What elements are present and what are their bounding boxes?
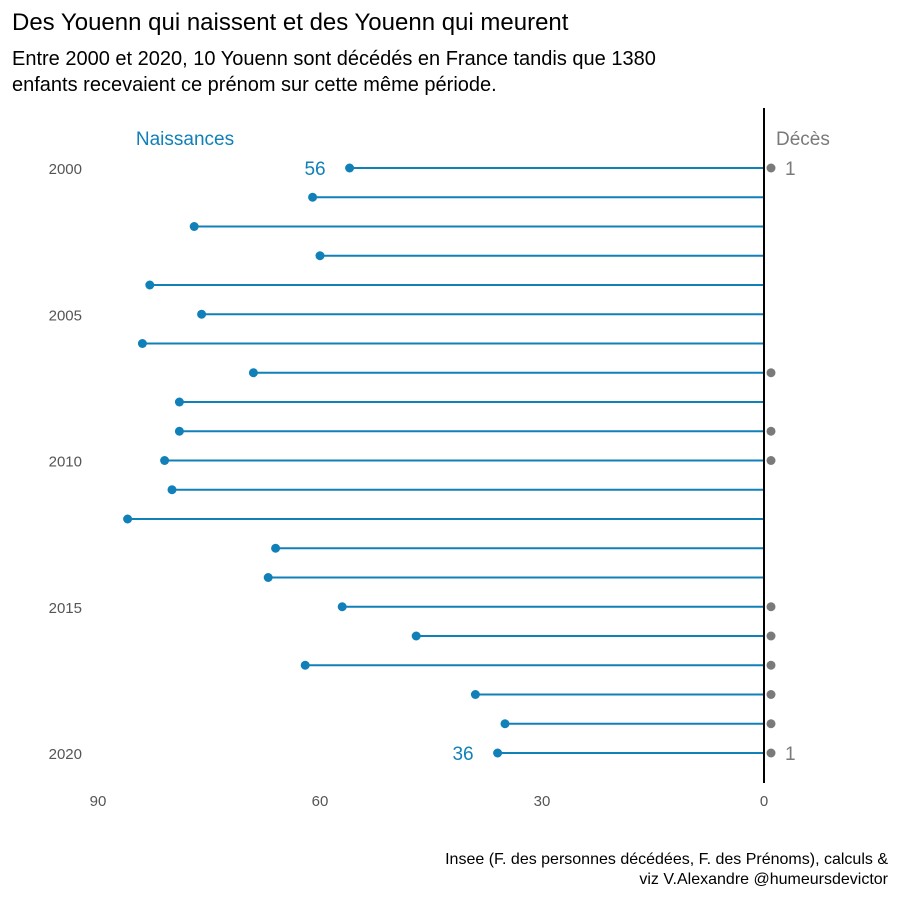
births-point-2013 bbox=[271, 543, 281, 553]
births-point-2004 bbox=[145, 280, 155, 290]
series-label-births: Naissances bbox=[136, 129, 234, 150]
births-point-2017 bbox=[300, 660, 310, 670]
births-point-2019 bbox=[500, 719, 510, 729]
x-tick-label-30: 30 bbox=[534, 793, 551, 810]
y-tick-label-2000: 2000 bbox=[49, 161, 82, 178]
births-point-2014 bbox=[263, 573, 273, 582]
births-point-2018 bbox=[470, 690, 480, 699]
births-point-2007 bbox=[248, 368, 258, 378]
chart-subtitle-line-1: Entre 2000 et 2020, 10 Youenn sont décéd… bbox=[12, 48, 656, 70]
deaths-point-2018 bbox=[766, 690, 776, 699]
deaths-point-2016 bbox=[766, 631, 776, 641]
y-tick-label-2020: 2020 bbox=[49, 746, 82, 763]
caption-line-1: Insee (F. des personnes décédées, F. des… bbox=[445, 851, 888, 868]
births-point-2005 bbox=[197, 309, 207, 319]
data-label-deaths-last: 1 bbox=[785, 744, 796, 765]
y-tick-label-2005: 2005 bbox=[49, 307, 82, 324]
data-label-deaths-first: 1 bbox=[785, 159, 796, 180]
births-point-2010 bbox=[160, 456, 170, 465]
x-tick-label-90: 90 bbox=[90, 793, 107, 810]
chart-subtitle-line-2: enfants recevaient ce prénom sur cette m… bbox=[12, 74, 497, 96]
deaths-point-2015 bbox=[766, 602, 776, 612]
caption-line-2: viz V.Alexandre @humeursdevictor bbox=[639, 871, 888, 888]
births-point-2008 bbox=[174, 397, 184, 407]
births-point-2002 bbox=[189, 222, 199, 231]
deaths-point-2017 bbox=[766, 660, 776, 670]
births-point-2009 bbox=[174, 426, 184, 436]
deaths-point-2000 bbox=[766, 163, 776, 173]
births-point-2015 bbox=[337, 602, 347, 612]
series-label-deaths: Décès bbox=[776, 129, 830, 150]
births-point-2012 bbox=[123, 514, 133, 524]
data-label-births-last: 36 bbox=[452, 744, 473, 765]
chart-title: Des Youenn qui naissent et des Youenn qu… bbox=[12, 9, 569, 36]
deaths-point-2009 bbox=[766, 426, 776, 436]
x-tick-label-0: 0 bbox=[760, 793, 768, 810]
births-point-2006 bbox=[137, 339, 147, 348]
y-tick-label-2015: 2015 bbox=[49, 600, 82, 617]
x-tick-label-60: 60 bbox=[312, 793, 329, 810]
births-point-2011 bbox=[167, 485, 177, 495]
births-point-2000 bbox=[345, 163, 355, 173]
deaths-point-2010 bbox=[766, 456, 776, 465]
births-point-2003 bbox=[315, 251, 325, 261]
births-point-2020 bbox=[493, 748, 503, 758]
births-point-2016 bbox=[411, 631, 421, 641]
deaths-point-2020 bbox=[766, 748, 776, 758]
deaths-point-2007 bbox=[766, 368, 776, 378]
data-label-births-first: 56 bbox=[304, 159, 325, 180]
y-tick-label-2010: 2010 bbox=[49, 454, 82, 471]
births-point-2001 bbox=[308, 192, 318, 202]
deaths-point-2019 bbox=[766, 719, 776, 729]
plot-area: 2000 2005 2010 2015 2020 90 60 30 0 Naissances Déc… bbox=[49, 108, 830, 810]
